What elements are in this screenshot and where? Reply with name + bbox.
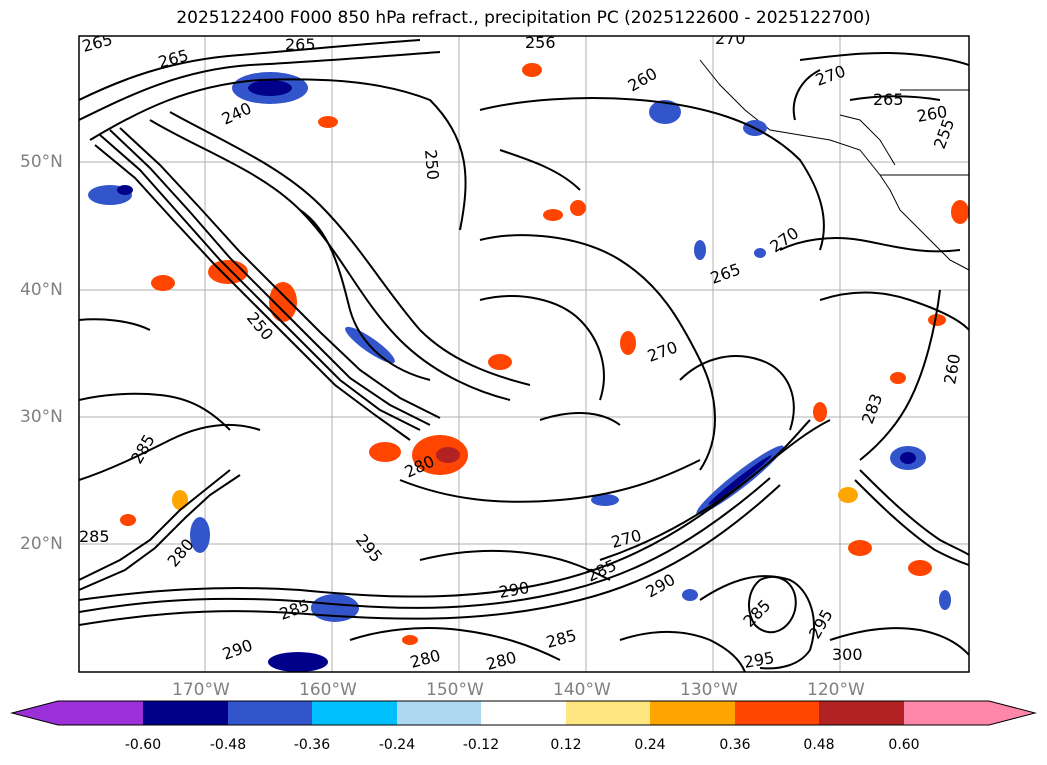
lat-label-30n: 30°N	[20, 407, 63, 427]
colorbar-tick-label: 0.48	[803, 737, 835, 753]
colorbar-tick-label: -0.48	[209, 737, 247, 753]
contour-label: 300	[832, 645, 863, 664]
lon-label-120w: 120°W	[807, 680, 865, 700]
colorbar-bin	[904, 701, 989, 725]
colorbar-tick-label: -0.12	[462, 737, 500, 753]
lon-label-170w: 170°W	[172, 680, 230, 700]
lon-label-160w: 160°W	[299, 680, 357, 700]
contour-label: 250	[421, 149, 443, 181]
lon-label-150w: 150°W	[426, 680, 484, 700]
lat-label-40n: 40°N	[20, 280, 63, 300]
colorbar-extend-low	[12, 701, 58, 725]
colorbar-bin	[397, 701, 481, 725]
colorbar-bin	[819, 701, 904, 725]
coastlines	[699, 59, 969, 271]
colorbar-tick-label: 0.24	[634, 737, 666, 753]
colorbar-tick-label: 0.60	[888, 737, 920, 753]
colorbar-tick-label: 0.12	[550, 737, 582, 753]
lon-label-140w: 140°W	[553, 680, 611, 700]
colorbar-bin	[228, 701, 312, 725]
colorbar-bin	[566, 701, 650, 725]
contour-label: 270	[715, 29, 746, 48]
contour-label: 285	[79, 527, 110, 546]
map-plot-area: 265 265 265 270 270 265 260 255 250 240 …	[79, 29, 969, 672]
colorbar-bin	[312, 701, 397, 725]
colorbar-bin	[735, 701, 819, 725]
contour-labels: 265 265 265 270 270 265 260 255 250 240 …	[79, 29, 964, 672]
map-frame	[78, 35, 970, 673]
colorbar-extend-high	[989, 701, 1035, 725]
map-title: 2025122400 F000 850 hPa refract., precip…	[176, 8, 871, 28]
lon-label-130w: 130°W	[680, 680, 738, 700]
contour-label: 256	[525, 33, 556, 52]
contour-label: 265	[873, 90, 904, 109]
refractivity-contours	[79, 39, 969, 672]
colorbar-tick-label: -0.60	[124, 737, 162, 753]
colorbar-bin	[481, 701, 566, 725]
colorbar	[10, 700, 1037, 726]
lat-label-20n: 20°N	[20, 534, 63, 554]
colorbar-tick-label: 0.36	[719, 737, 751, 753]
colorbar-tick-label: -0.36	[293, 737, 331, 753]
colorbar-bin	[143, 701, 228, 725]
contour-label: 265	[285, 35, 316, 54]
colorbar-bin	[58, 701, 143, 725]
lat-label-50n: 50°N	[20, 152, 63, 172]
colorbar-tick-label: -0.24	[378, 737, 416, 753]
colorbar-bin	[650, 701, 735, 725]
